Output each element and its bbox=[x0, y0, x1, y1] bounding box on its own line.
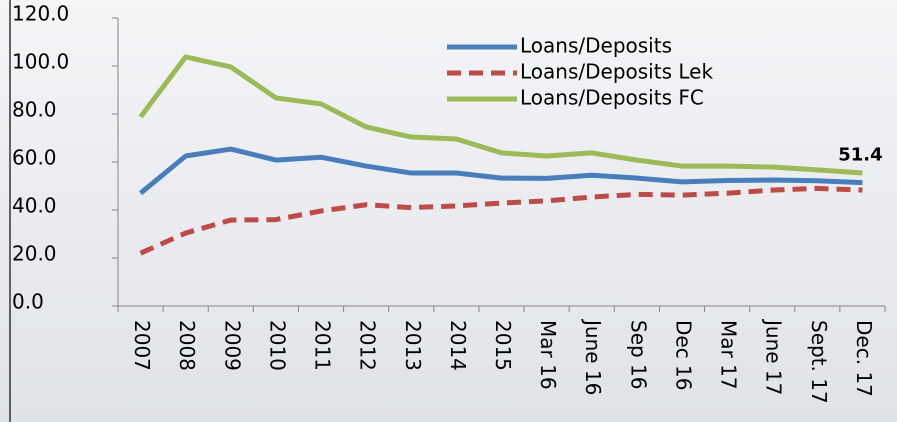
chart: 0.0 20.0 40.0 60.0 80.0 100.0 120.0 2007 2008 200… bbox=[0, 0, 897, 422]
legend-label: Loans/Deposits bbox=[520, 34, 672, 58]
page: 0.0 20.0 40.0 60.0 80.0 100.0 120.0 2007 2008 200… bbox=[0, 0, 897, 422]
x-tick-label: 2007 bbox=[130, 320, 154, 371]
x-tick-label: Dec. 17 bbox=[852, 320, 876, 397]
legend-label: Loans/Deposits Lek bbox=[520, 60, 713, 84]
data-label: 51.4 bbox=[838, 145, 882, 166]
x-tick-label: 2010 bbox=[265, 320, 289, 371]
x-tick-label: 2011 bbox=[311, 320, 335, 371]
x-tick-label: Sep 16 bbox=[626, 320, 650, 390]
y-tick-label: 60.0 bbox=[12, 146, 57, 170]
y-tick-label: 100.0 bbox=[12, 50, 69, 74]
x-tick-label: 2013 bbox=[401, 320, 425, 371]
x-tick-label: 2009 bbox=[220, 320, 244, 371]
x-tick-label: 2014 bbox=[446, 320, 470, 371]
x-tick-label: Mar 17 bbox=[717, 320, 741, 390]
x-tick-label: June 17 bbox=[762, 318, 786, 395]
x-tick-label: Dec 16 bbox=[671, 320, 695, 391]
x-tick-label: Mar 16 bbox=[536, 320, 560, 390]
x-tick-label: 2008 bbox=[175, 320, 199, 371]
legend-label: Loans/Deposits FC bbox=[520, 86, 704, 110]
y-tick-label: 20.0 bbox=[12, 242, 57, 266]
y-tick-label: 80.0 bbox=[12, 98, 57, 122]
y-tick-label: 40.0 bbox=[12, 194, 57, 218]
x-tick-label: Sept. 17 bbox=[807, 320, 831, 404]
y-tick-label: 0.0 bbox=[12, 290, 44, 314]
y-tick-label: 120.0 bbox=[12, 2, 69, 26]
x-tick-label: 2012 bbox=[356, 320, 380, 371]
x-tick-label: June 16 bbox=[581, 318, 605, 395]
x-tick-label: 2015 bbox=[491, 320, 515, 371]
